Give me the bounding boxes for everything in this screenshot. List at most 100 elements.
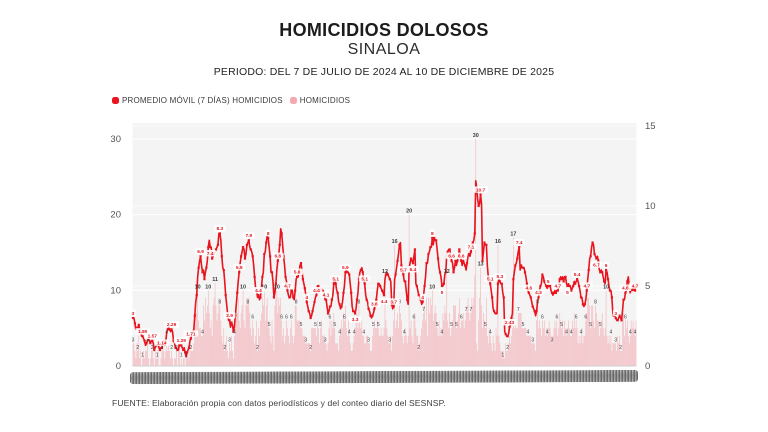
bar — [263, 290, 265, 366]
bar — [390, 335, 392, 366]
bar — [534, 343, 535, 366]
ma-label: 5.1 — [487, 277, 494, 283]
bar — [259, 335, 260, 366]
bar — [289, 343, 290, 366]
ma-marker — [622, 298, 625, 301]
bar — [567, 328, 568, 366]
bar — [629, 335, 631, 366]
bar-label: 2 — [170, 345, 173, 351]
ma-marker — [284, 275, 287, 278]
ma-label-box — [532, 289, 545, 296]
bar — [386, 328, 388, 366]
ma-marker — [566, 284, 569, 288]
bar — [243, 320, 245, 366]
bar — [426, 297, 427, 366]
ma-marker — [388, 278, 391, 281]
ma-label: 5.4 — [574, 272, 581, 278]
bar — [446, 275, 448, 366]
bar — [588, 297, 590, 366]
ma-label-box — [580, 282, 593, 289]
bar — [359, 320, 361, 366]
bar — [199, 328, 200, 366]
bar — [424, 305, 425, 366]
bar — [461, 320, 463, 366]
bar — [362, 335, 364, 366]
ma-marker — [330, 298, 333, 301]
bar — [428, 297, 429, 366]
ma-label-box — [612, 309, 619, 317]
bar — [168, 343, 170, 366]
bar-label: 5 — [450, 322, 453, 328]
axis-tick-label-left: 30 — [110, 134, 121, 145]
ma-marker — [516, 257, 519, 260]
bar — [279, 305, 281, 366]
bar — [515, 328, 517, 366]
bar — [487, 343, 489, 366]
bar — [197, 290, 199, 366]
ma-marker — [203, 278, 206, 281]
ma-label-box — [564, 288, 571, 296]
bar-label: 10 — [195, 284, 201, 290]
bar — [508, 343, 509, 366]
ma-marker — [352, 310, 355, 313]
bar — [404, 328, 406, 366]
bar-label: 10 — [240, 284, 246, 290]
bar — [533, 343, 535, 366]
bar — [313, 328, 314, 366]
ma-marker — [187, 346, 191, 349]
ma-marker — [591, 241, 594, 244]
ma-label-box — [265, 229, 272, 237]
bar — [175, 358, 176, 366]
bar — [137, 350, 139, 366]
ma-marker — [228, 319, 231, 322]
ma-marker — [350, 291, 353, 294]
bar — [343, 313, 344, 366]
bar — [234, 335, 235, 366]
ma-marker — [460, 259, 463, 262]
bar — [439, 335, 441, 366]
bar — [214, 282, 216, 366]
bar — [586, 313, 588, 366]
bar — [421, 328, 423, 366]
bar — [471, 297, 473, 366]
bar — [328, 328, 330, 366]
bar-label: 5 — [589, 322, 592, 328]
ma-label-box — [590, 261, 603, 268]
bar — [166, 335, 168, 366]
ma-marker — [214, 248, 218, 251]
ma-marker — [535, 310, 538, 313]
ma-label: 2.9 — [226, 313, 233, 319]
bar — [527, 335, 529, 366]
ma-label: 1.86 — [138, 329, 148, 335]
bar-label: 4 — [629, 330, 632, 336]
ma-marker — [340, 305, 343, 308]
bar — [418, 350, 420, 366]
ma-marker — [243, 257, 247, 260]
bar — [550, 335, 552, 366]
bar — [226, 335, 227, 366]
bar — [244, 328, 246, 366]
bar — [180, 358, 182, 366]
ma-label: 6 — [605, 263, 608, 269]
bar — [275, 297, 277, 366]
ma-marker — [245, 243, 249, 246]
bar — [206, 313, 207, 366]
ma-marker — [249, 248, 252, 251]
bar-label: 4 — [362, 330, 365, 336]
ma-marker — [143, 339, 146, 342]
bar — [193, 343, 195, 366]
bar — [453, 305, 454, 366]
bar-label: 5 — [372, 322, 375, 328]
bar — [183, 358, 185, 366]
ma-marker — [548, 284, 552, 288]
bar — [598, 335, 600, 366]
source-text: FUENTE: Elaboración propia con datos per… — [112, 398, 446, 408]
bar — [265, 305, 267, 366]
bar — [415, 328, 417, 366]
bar — [608, 335, 610, 366]
bar — [280, 297, 282, 366]
bar — [479, 297, 480, 366]
bar — [136, 343, 138, 366]
bar-label: 10 — [603, 284, 609, 290]
bar — [582, 343, 584, 366]
